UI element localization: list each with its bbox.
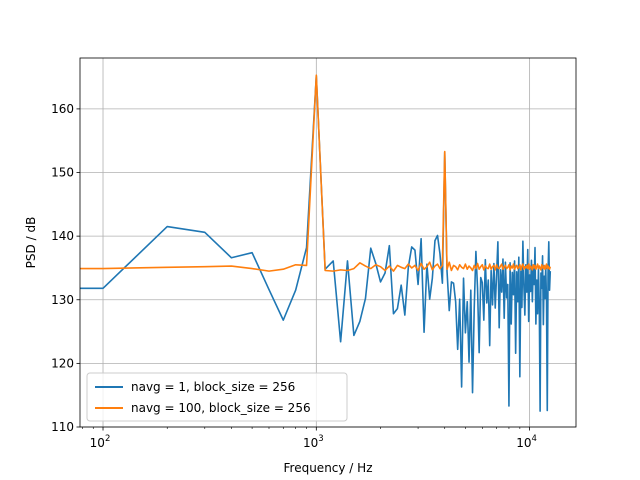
y-tick-label: 160 — [51, 102, 74, 116]
plot-frame — [79, 57, 577, 428]
y-tick-label: 130 — [51, 293, 74, 307]
y-tick-label: 150 — [51, 166, 74, 180]
plot-area — [80, 58, 576, 427]
y-tick-label: 120 — [51, 356, 74, 370]
x-axis-label: Frequency / Hz — [284, 461, 373, 475]
y-tick-label: 140 — [51, 229, 74, 243]
legend-label-series-2: navg = 100, block_size = 256 — [131, 401, 311, 415]
series-line-1 — [80, 75, 552, 412]
legend-label-series-1: navg = 1, block_size = 256 — [131, 380, 295, 394]
legend-box — [86, 372, 348, 422]
legend: navg = 1, block_size = 256 navg = 100, b… — [86, 372, 348, 422]
series-layer — [80, 74, 552, 412]
y-axis-label: PSD / dB — [24, 217, 38, 269]
y-tick-label: 110 — [51, 420, 74, 434]
series-line-2 — [80, 74, 552, 272]
